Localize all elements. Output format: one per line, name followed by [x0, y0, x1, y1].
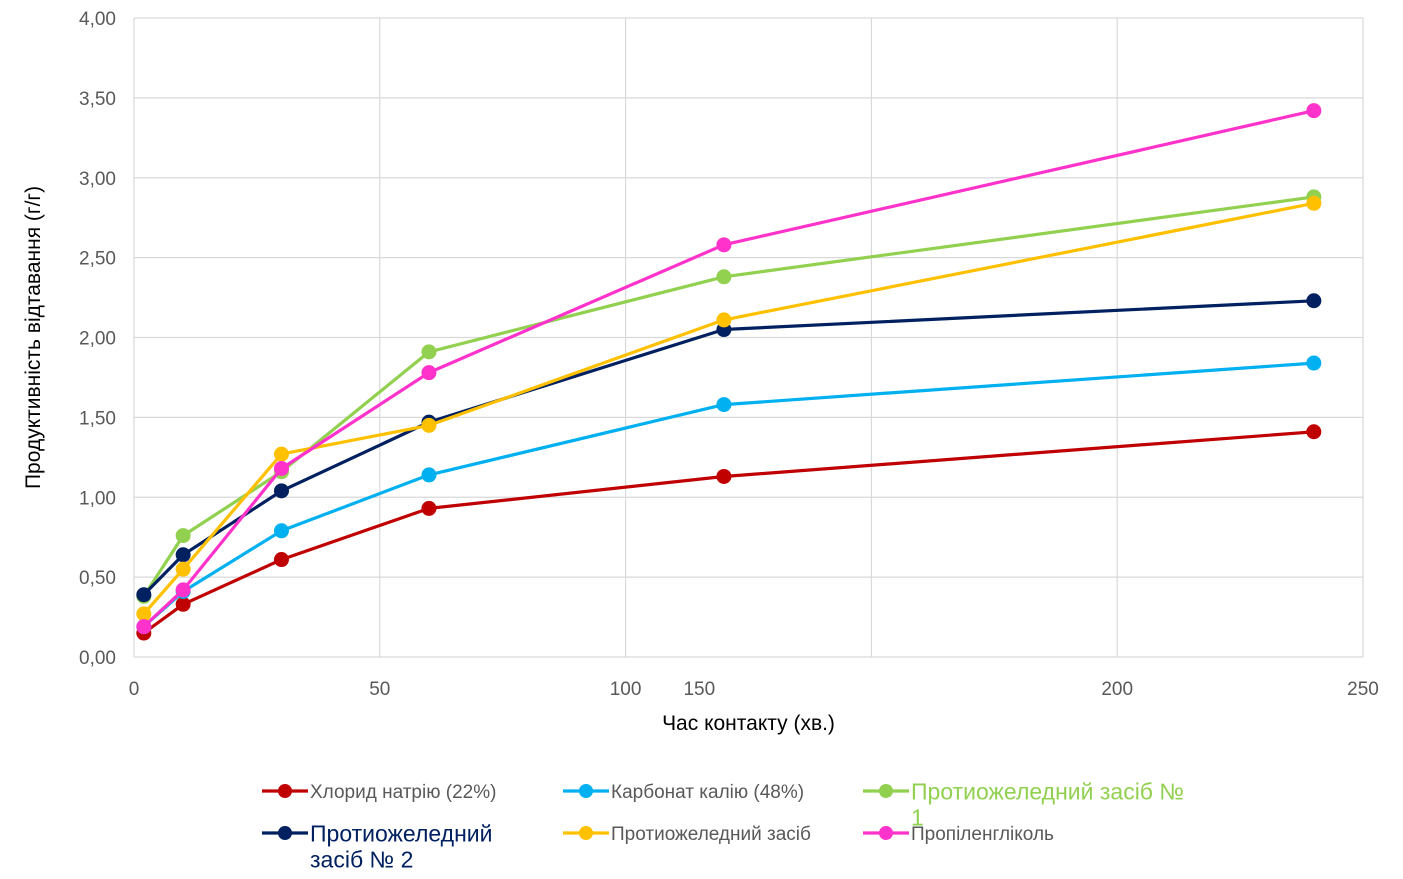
- series-1: [136, 424, 1322, 641]
- legend: Хлорид натрію (22%) Карбонат калію (48%) П…: [262, 778, 1184, 873]
- series-line: [142, 109, 1316, 629]
- data-point: [175, 528, 191, 544]
- data-point: [1306, 355, 1322, 371]
- legend-marker: [278, 784, 292, 798]
- gridlines: [133, 17, 1364, 658]
- series-line: [142, 195, 1316, 598]
- legend-item: Протиожеледний засіб №1: [863, 778, 1184, 831]
- axes: 0,00 0,50 1,00 1,50 2,00 2,50 3,00 3,50 4,00 0 50 1…: [22, 9, 1379, 735]
- y-tick-label: 3,00: [79, 169, 116, 190]
- y-tick-label: 0,50: [79, 568, 116, 589]
- data-point: [716, 468, 732, 484]
- series-layer: [136, 103, 1322, 641]
- series-line: [142, 430, 1316, 635]
- series-5: [136, 195, 1322, 622]
- x-tick-label: 250: [1347, 679, 1379, 700]
- data-point: [421, 467, 437, 483]
- legend-item: Карбонат калію (48%): [563, 782, 804, 803]
- y-tick-label: 0,00: [79, 648, 116, 669]
- data-point: [421, 365, 437, 381]
- x-tick-label: 50: [369, 679, 390, 700]
- data-point: [1306, 293, 1322, 309]
- data-point: [175, 547, 191, 563]
- legend-label: Хлорид натрію (22%): [310, 782, 496, 803]
- data-point: [273, 552, 289, 568]
- legend-marker: [879, 784, 893, 798]
- data-point: [273, 523, 289, 539]
- data-point: [421, 500, 437, 516]
- data-point: [175, 596, 191, 612]
- legend-label: Пропіленгліколь: [911, 824, 1054, 845]
- y-tick-label: 1,50: [79, 408, 116, 429]
- data-point: [175, 561, 191, 577]
- data-point: [136, 619, 152, 635]
- x-axis-title: Час контакту (хв.): [662, 712, 835, 735]
- data-point: [1306, 195, 1322, 211]
- x-tick-label: 100: [610, 679, 642, 700]
- legend-item: Хлорид натрію (22%): [262, 782, 496, 803]
- data-point: [1306, 103, 1322, 119]
- data-point: [273, 446, 289, 462]
- y-tick-label: 4,00: [79, 9, 116, 30]
- data-point: [136, 587, 152, 603]
- data-point: [716, 269, 732, 285]
- data-point: [716, 237, 732, 253]
- series-line: [142, 299, 1316, 597]
- series-2: [136, 355, 1322, 635]
- y-axis-title: Продуктивність відтавання (г/г): [22, 186, 45, 489]
- legend-marker: [879, 826, 893, 840]
- legend-label: Протиожеледний засіб: [611, 824, 811, 845]
- data-point: [273, 460, 289, 476]
- y-tick-label: 2,00: [79, 329, 116, 350]
- series-line: [142, 201, 1316, 616]
- legend-label: засіб № 2: [310, 847, 413, 873]
- legend-item: Протиожеледний засіб: [563, 824, 811, 845]
- series-6: [136, 103, 1322, 635]
- data-point: [136, 606, 152, 622]
- legend-item: Пропіленгліколь: [863, 824, 1054, 845]
- data-point: [175, 582, 191, 598]
- data-point: [273, 483, 289, 499]
- legend-label: 1: [911, 805, 924, 831]
- data-point: [716, 312, 732, 328]
- data-point: [421, 344, 437, 360]
- y-tick-label: 3,50: [79, 89, 116, 110]
- y-tick-label: 1,00: [79, 488, 116, 509]
- legend-marker: [579, 826, 593, 840]
- series-3: [136, 189, 1322, 604]
- y-tick-label: 2,50: [79, 249, 116, 270]
- x-tick-label: 200: [1101, 679, 1133, 700]
- x-tick-label: 150: [683, 679, 715, 700]
- legend-marker: [278, 826, 292, 840]
- data-point: [716, 397, 732, 413]
- x-tick-label: 0: [129, 679, 140, 700]
- data-point: [1306, 424, 1322, 440]
- legend-marker: [579, 784, 593, 798]
- legend-label: Протиожеледний засіб №: [911, 778, 1184, 804]
- legend-label: Протиожеледний: [310, 820, 492, 846]
- legend-label: Карбонат калію (48%): [611, 782, 804, 803]
- data-point: [421, 417, 437, 433]
